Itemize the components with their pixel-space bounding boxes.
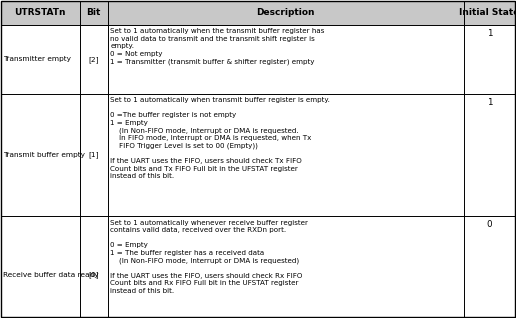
Bar	[463, 1, 515, 25]
Text: [1]: [1]	[88, 151, 99, 158]
Text: 1: 1	[487, 98, 492, 107]
Bar	[463, 216, 515, 318]
Text: Transmit buffer empty: Transmit buffer empty	[3, 152, 85, 158]
Bar	[79, 216, 108, 318]
Text: Transmitter empty: Transmitter empty	[3, 56, 71, 62]
Bar	[79, 1, 108, 25]
Bar	[1, 93, 79, 216]
Bar	[1, 25, 79, 93]
Text: Receive buffer data ready: Receive buffer data ready	[3, 272, 99, 278]
Bar	[108, 93, 463, 216]
Bar	[79, 93, 108, 216]
Text: Set to 1 automatically whenever receive buffer register
contains valid data, rec: Set to 1 automatically whenever receive …	[110, 220, 309, 294]
Text: 0: 0	[487, 220, 492, 229]
Bar	[79, 25, 108, 93]
Text: [0]: [0]	[88, 271, 99, 278]
Bar	[463, 25, 515, 93]
Bar	[1, 1, 79, 25]
Bar	[463, 93, 515, 216]
Bar	[463, 1, 515, 25]
Text: UTRSTATn: UTRSTATn	[14, 8, 66, 17]
Bar	[108, 25, 463, 93]
Bar	[1, 1, 79, 25]
Bar	[463, 93, 515, 216]
Bar	[108, 216, 463, 318]
Text: 1: 1	[487, 29, 492, 38]
Bar	[1, 25, 79, 93]
Bar	[79, 93, 108, 216]
Bar	[463, 216, 515, 318]
Bar	[1, 216, 79, 318]
Text: Description: Description	[256, 8, 315, 17]
Bar	[108, 216, 463, 318]
Bar	[79, 25, 108, 93]
Text: Set to 1 automatically when the transmit buffer register has
no valid data to tr: Set to 1 automatically when the transmit…	[110, 28, 325, 65]
Bar	[79, 216, 108, 318]
Bar	[79, 1, 108, 25]
Text: Bit: Bit	[87, 8, 101, 17]
Text: Initial State: Initial State	[459, 8, 516, 17]
Text: Set to 1 automatically when transmit buffer register is empty.

0 =The buffer re: Set to 1 automatically when transmit buf…	[110, 97, 330, 179]
Bar	[108, 1, 463, 25]
Bar	[463, 25, 515, 93]
Bar	[1, 93, 79, 216]
Bar	[108, 25, 463, 93]
Bar	[108, 93, 463, 216]
Text: [2]: [2]	[88, 56, 99, 63]
Bar	[1, 216, 79, 318]
Bar	[108, 1, 463, 25]
